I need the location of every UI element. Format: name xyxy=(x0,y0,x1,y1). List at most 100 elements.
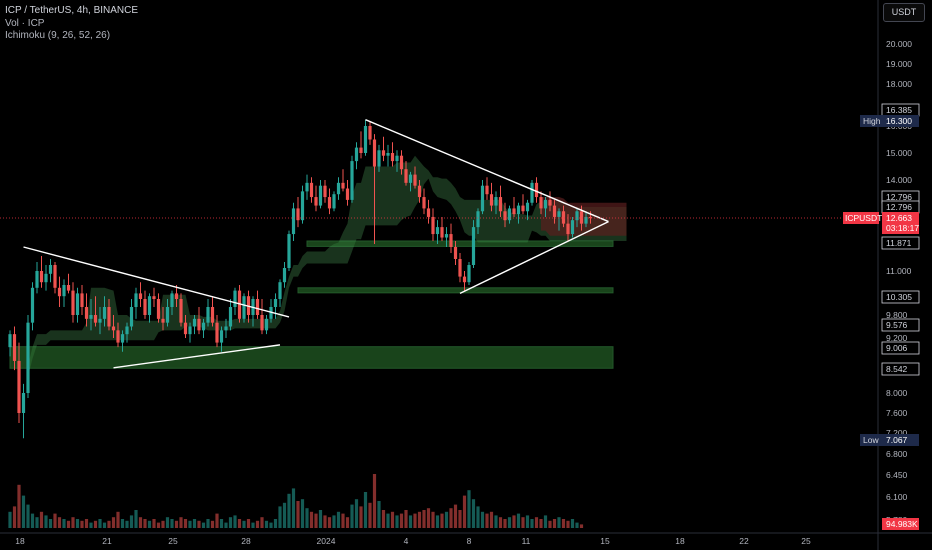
high-low-label-box xyxy=(860,115,882,127)
candle-body xyxy=(512,208,516,215)
volume-bar xyxy=(332,515,336,528)
volume-bar xyxy=(489,511,494,528)
candle-body xyxy=(84,307,89,319)
candle-body xyxy=(363,126,368,153)
volume-bar xyxy=(386,513,390,528)
price-tick-label: 7.200 xyxy=(886,428,908,438)
low-value: 7.067 xyxy=(886,435,908,445)
price-level-tag xyxy=(881,341,920,355)
volume-bar xyxy=(62,519,66,528)
volume-bar xyxy=(395,515,399,528)
candle-body xyxy=(588,216,593,219)
candle-body xyxy=(489,194,494,206)
candle-body xyxy=(48,265,53,274)
time-tick-label: 18 xyxy=(15,536,25,546)
candle-body xyxy=(332,194,336,209)
candle-body xyxy=(179,299,183,323)
candle-body xyxy=(12,334,17,361)
currency-button[interactable]: USDT xyxy=(883,3,925,22)
price-tick-label: 7.600 xyxy=(886,408,908,418)
volume-bar xyxy=(147,520,152,528)
volume-bar xyxy=(467,490,471,528)
chart-legend: ICP / TetherUS, 4h, BINANCE Vol · ICP Ic… xyxy=(5,5,138,43)
candle-body xyxy=(516,205,521,215)
volume-bar xyxy=(210,520,215,528)
volume-bar xyxy=(242,520,246,528)
candle-body xyxy=(143,299,147,315)
volume-bar xyxy=(462,495,467,528)
volume-bar xyxy=(507,517,512,528)
volume-bar xyxy=(89,522,93,528)
price-tick-label: 15.000 xyxy=(886,148,912,158)
volume-bar xyxy=(534,517,539,528)
volume-bar xyxy=(102,522,107,528)
volume-bar xyxy=(503,519,507,528)
volume-bar xyxy=(156,522,161,528)
candle-body xyxy=(237,290,242,319)
candle-body xyxy=(449,234,453,247)
volume-bar xyxy=(440,513,444,528)
ichimoku-indicator-label[interactable]: Ichimoku (9, 26, 52, 26) xyxy=(5,30,111,41)
price-tick-label: 6.100 xyxy=(886,492,908,502)
volume-bar xyxy=(197,520,201,528)
volume-bar xyxy=(26,504,30,528)
volume-bar xyxy=(539,519,543,528)
candle-body xyxy=(228,307,233,327)
price-tick-label: 19.000 xyxy=(886,59,912,69)
volume-bar xyxy=(485,513,489,528)
volume-bar xyxy=(273,519,278,528)
candle-body xyxy=(471,227,476,265)
candle-body xyxy=(111,326,116,331)
candle-body xyxy=(120,334,125,343)
time-tick-label: 8 xyxy=(467,536,472,546)
volume-bar xyxy=(494,515,498,528)
volume-bar xyxy=(570,519,575,528)
price-tick-label: 8.000 xyxy=(886,388,908,398)
candle-body xyxy=(206,307,210,323)
volume-bar xyxy=(426,508,431,528)
volume-bar xyxy=(557,517,561,528)
price-level-value: 9.006 xyxy=(886,343,908,353)
candle-body xyxy=(174,293,179,299)
candle-body xyxy=(525,202,530,212)
price-tick-label: 6.800 xyxy=(886,449,908,459)
candle-body xyxy=(426,208,431,217)
candle-body xyxy=(296,208,300,221)
volume-bar xyxy=(579,524,584,528)
volume-bar xyxy=(57,517,62,528)
volume-bar xyxy=(341,513,345,528)
volume-bar xyxy=(480,511,485,528)
bar-countdown: 03:18:17 xyxy=(886,223,919,233)
low-label: Low xyxy=(863,435,879,445)
symbol-title[interactable]: ICP / TetherUS, 4h, BINANCE xyxy=(5,5,139,16)
volume-bar xyxy=(174,520,179,528)
time-tick-label: 2024 xyxy=(317,536,336,546)
volume-bar xyxy=(318,510,323,528)
candle-body xyxy=(291,208,296,235)
candle-body xyxy=(453,247,458,259)
candle-body xyxy=(57,287,62,297)
volume-bar xyxy=(228,517,233,528)
volume-bar xyxy=(291,488,296,528)
price-level-value: 8.542 xyxy=(886,364,908,374)
candle-body xyxy=(336,182,341,195)
candle-body xyxy=(399,155,404,170)
candle-body xyxy=(134,293,138,307)
time-tick-label: 18 xyxy=(675,536,685,546)
volume-bar xyxy=(125,520,129,528)
candle-body xyxy=(498,197,503,212)
volume-indicator-label[interactable]: Vol · ICP xyxy=(5,17,45,29)
candle-body xyxy=(21,393,26,413)
price-tick-label: 14.000 xyxy=(886,175,912,185)
volume-bar xyxy=(525,515,530,528)
price-level-value: 11.871 xyxy=(886,238,912,248)
volume-bar xyxy=(327,517,332,528)
volume-bar xyxy=(444,511,449,528)
volume-bar xyxy=(165,517,170,528)
volume-value: 94.983K xyxy=(886,519,918,529)
volume-bar xyxy=(390,511,395,528)
volume-bar xyxy=(431,511,435,528)
candle-body xyxy=(507,208,512,221)
price-level-tag xyxy=(881,362,920,376)
